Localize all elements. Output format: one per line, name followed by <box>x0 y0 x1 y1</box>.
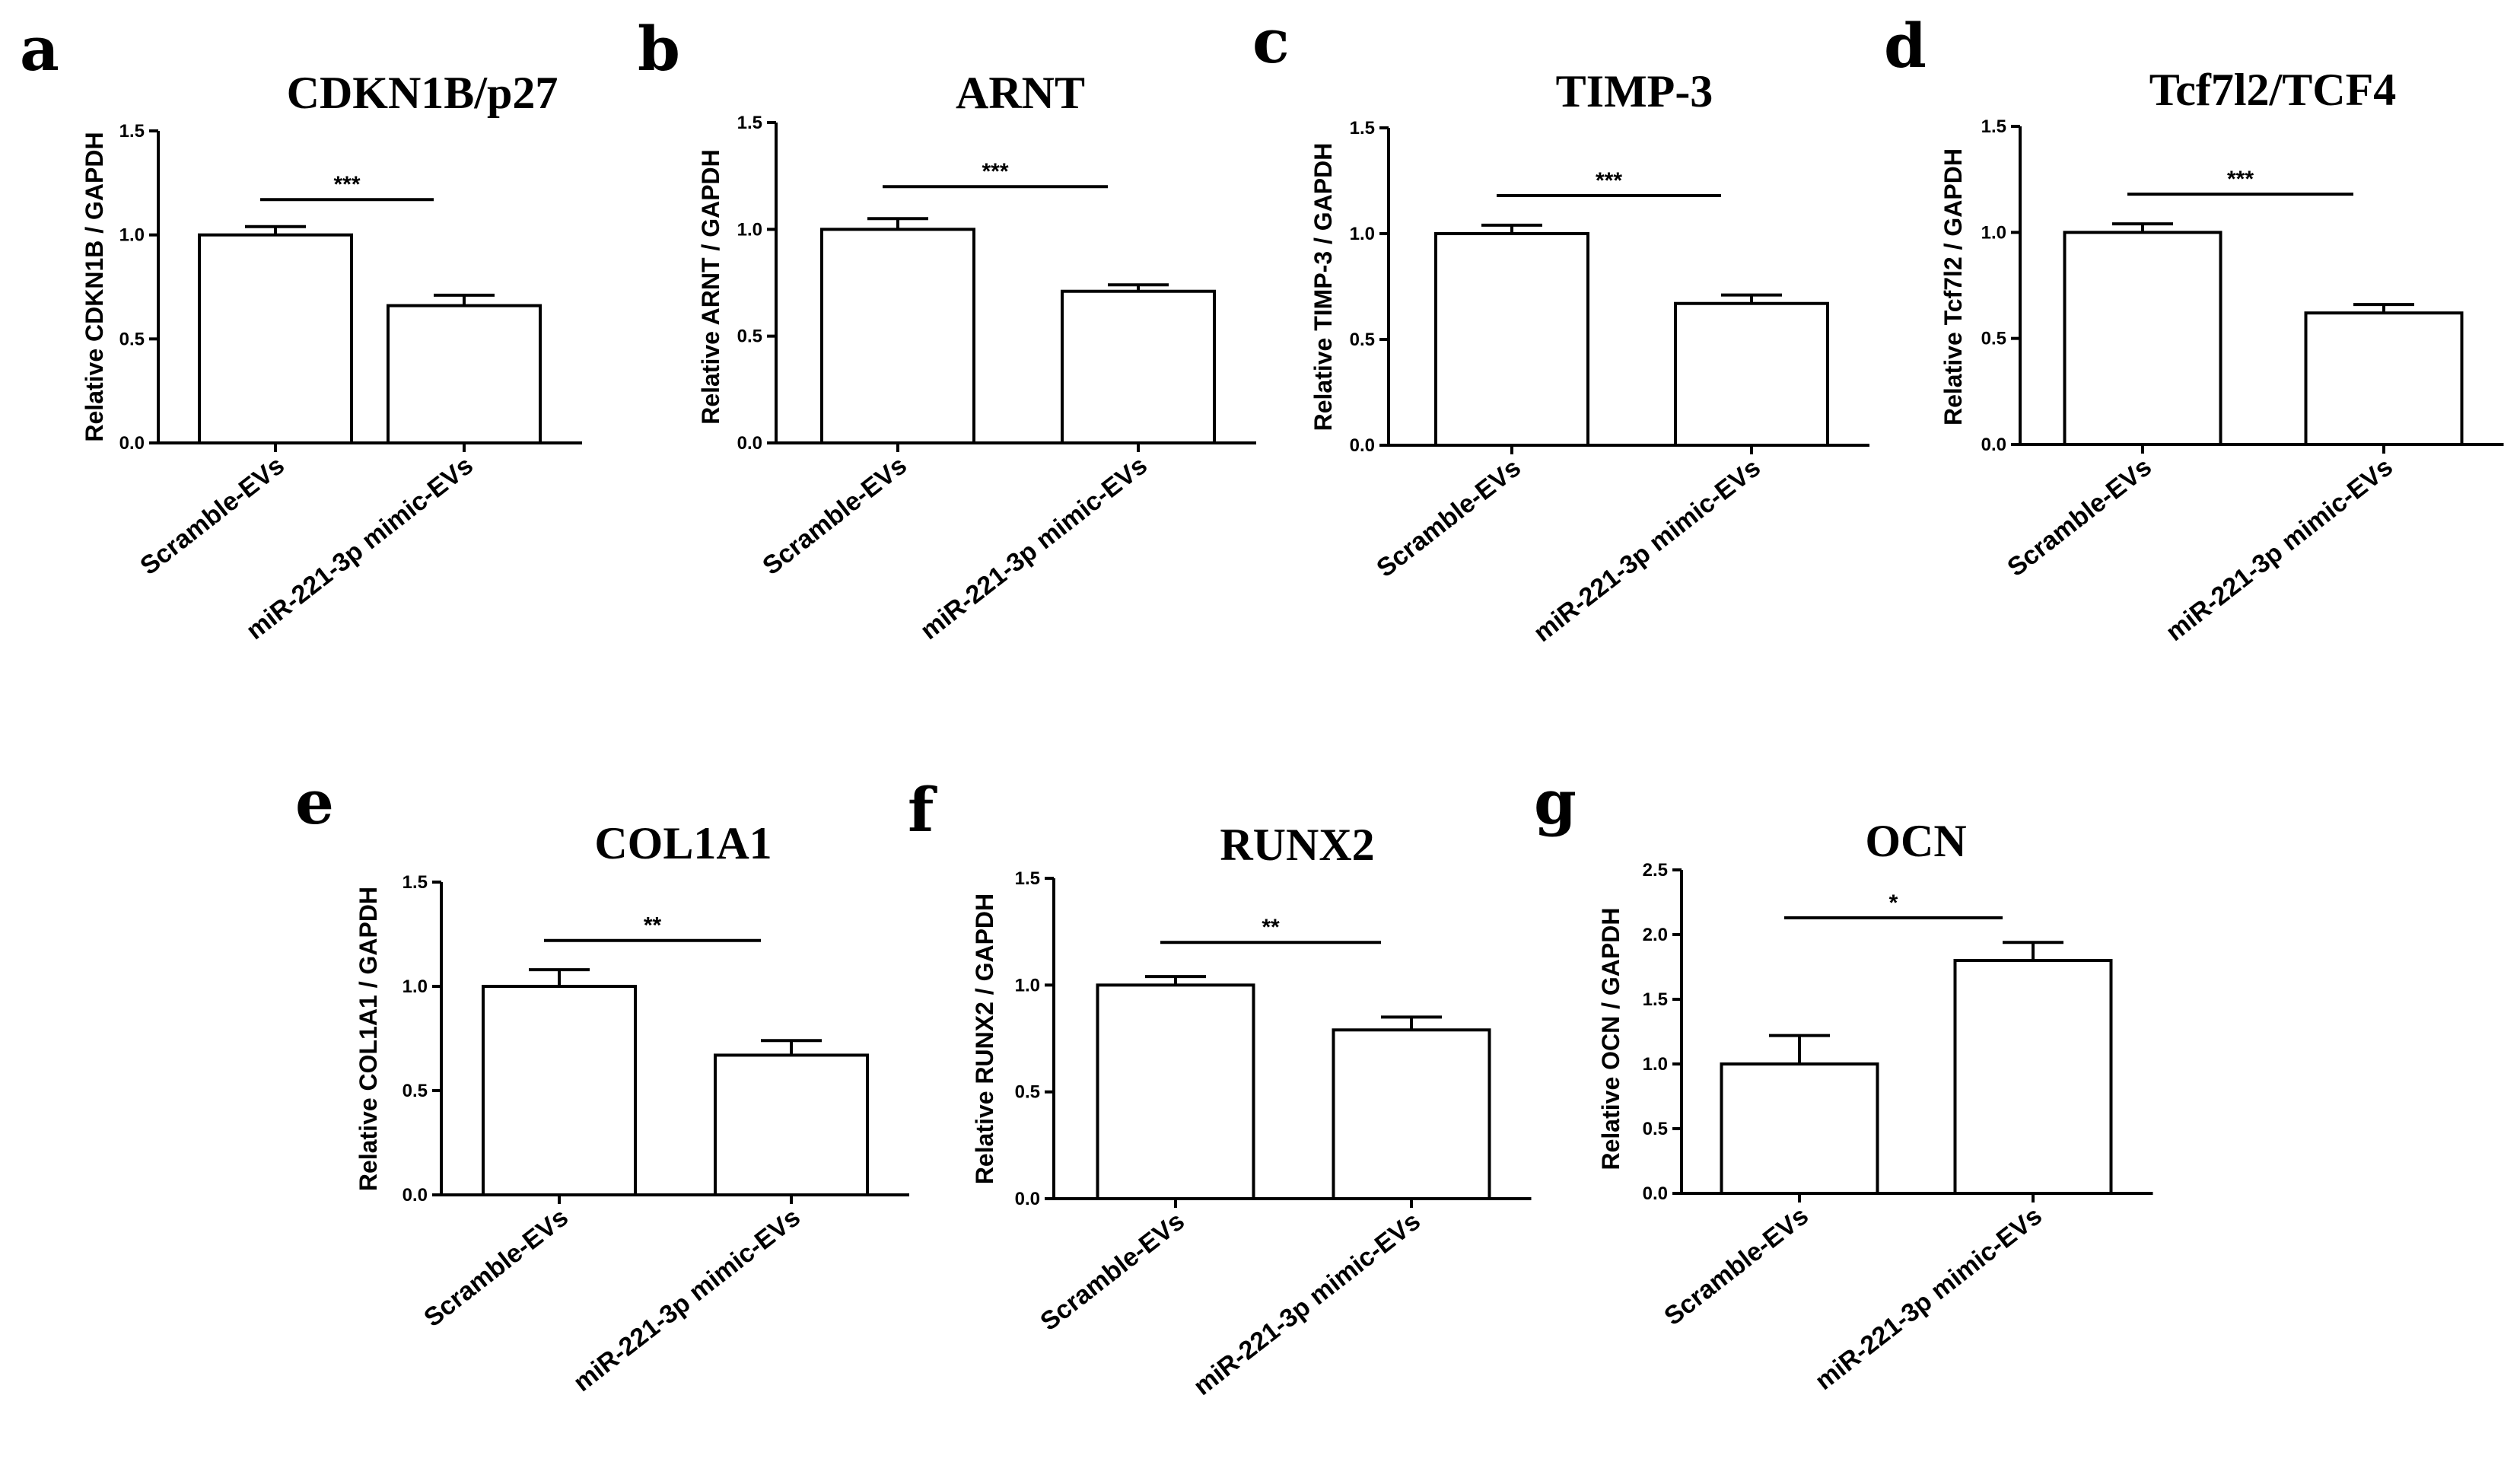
y-axis-label: Relative OCN / GAPDH <box>1597 908 1624 1171</box>
bar-mimic <box>2304 311 2464 446</box>
y-tick-label: 0.5 <box>737 326 762 347</box>
y-tick-label: 1.0 <box>1643 1054 1668 1075</box>
x-tick-label: miR-221-3p mimic-EVs <box>568 1202 806 1397</box>
x-tick-label: miR-221-3p mimic-EVs <box>915 451 1153 645</box>
y-axis-label: Relative RUNX2 / GAPDH <box>971 893 998 1184</box>
x-tick-label: Scramble-EVs <box>1659 1201 1814 1331</box>
y-tick-label: 1.0 <box>119 225 145 246</box>
panel-b: b ARNT Relative ARNT / GAPDH 0.0 0.5 1.0 1.5 Sc… <box>638 13 1256 645</box>
y-tick-label: 1.0 <box>1350 224 1375 244</box>
panel-g: g OCN Relative OCN / GAPDH 0.0 0.5 1.0 1.5 2.0 2… <box>1534 766 2153 1396</box>
bar-scramble <box>198 233 353 444</box>
panel-e: e COL1A1 Relative COL1A1 / GAPDH 0.0 0.5 1.0 1… <box>295 766 909 1397</box>
y-axis-label: Relative CDKN1B / GAPDH <box>81 132 108 441</box>
x-tick-label: Scramble-EVs <box>1035 1206 1190 1336</box>
y-tick-label: 0.0 <box>1350 435 1375 456</box>
y-tick-label: 2.0 <box>1643 925 1668 945</box>
panel-f: f RUNX2 Relative RUNX2 / GAPDH 0.0 0.5 1.0 1.5… <box>908 774 1532 1401</box>
significance-label: *** <box>333 172 360 197</box>
chart-title: RUNX2 <box>1220 820 1374 870</box>
y-tick-label: 0.0 <box>119 433 145 454</box>
bar-mimic <box>714 1053 869 1197</box>
chart-title: COL1A1 <box>594 818 772 868</box>
y-tick-label: 1.0 <box>737 219 762 240</box>
y-axis-label: Relative TIMP-3 / GAPDH <box>1309 143 1337 432</box>
y-tick-label: 0.0 <box>1981 435 2006 455</box>
bar-mimic <box>387 304 542 444</box>
y-tick-label: 0.0 <box>402 1185 428 1206</box>
x-tick-label: Scramble-EVs <box>757 451 912 581</box>
y-tick-label: 0.5 <box>1643 1119 1668 1139</box>
significance-label: *** <box>2227 167 2254 192</box>
chart-title: TIMP-3 <box>1556 66 1713 116</box>
y-tick-label: 2.5 <box>1643 860 1668 881</box>
bar-mimic <box>1061 289 1216 444</box>
bar-mimic <box>1674 301 1829 447</box>
y-tick-label: 1.0 <box>1981 222 2006 243</box>
y-tick-label: 0.0 <box>1015 1189 1040 1209</box>
y-tick-label: 1.5 <box>1015 868 1040 889</box>
bar-scramble <box>1434 232 1589 447</box>
bar-scramble <box>820 228 975 444</box>
x-tick-label: Scramble-EVs <box>2002 452 2157 582</box>
y-tick-label: 1.0 <box>402 976 428 997</box>
chart-title: ARNT <box>956 68 1085 118</box>
significance-label: ** <box>644 913 662 938</box>
y-tick-label: 0.5 <box>402 1081 428 1101</box>
panel-a: a CDKN1B/p27 Relative CDKN1B / GAPDH 0.0 0.5… <box>20 13 582 645</box>
panel-letter: c <box>1252 5 1290 77</box>
y-tick-label: 0.5 <box>1015 1082 1040 1103</box>
bar-scramble <box>482 985 637 1196</box>
y-tick-label: 0.5 <box>1981 329 2006 349</box>
x-tick-label: miR-221-3p mimic-EVs <box>1810 1201 2048 1396</box>
y-tick-label: 1.5 <box>1350 118 1375 139</box>
significance-label: *** <box>1596 168 1622 193</box>
x-tick-label: Scramble-EVs <box>1371 453 1526 583</box>
y-tick-label: 1.5 <box>737 113 762 133</box>
y-tick-label: 1.5 <box>1643 989 1668 1010</box>
bar-scramble <box>2063 231 2222 446</box>
chart-title: CDKN1B/p27 <box>287 68 558 118</box>
panel-c: c TIMP-3 Relative TIMP-3 / GAPDH 0.0 0.5 1.0 1… <box>1252 5 1869 648</box>
y-tick-label: 1.0 <box>1015 975 1040 995</box>
y-tick-label: 1.5 <box>1981 116 2006 137</box>
x-tick-label: miR-221-3p mimic-EVs <box>1529 453 1766 648</box>
y-axis-label: Relative COL1A1 / GAPDH <box>355 887 382 1191</box>
panel-letter: g <box>1534 766 1577 838</box>
y-tick-label: 1.5 <box>119 121 145 142</box>
y-axis-label: Relative Tcf7l2 / GAPDH <box>1939 148 1967 425</box>
panel-letter: d <box>1884 10 1927 81</box>
y-tick-label: 0.0 <box>1643 1183 1668 1204</box>
panel-letter: f <box>908 774 937 846</box>
x-tick-label: miR-221-3p mimic-EVs <box>2161 452 2398 647</box>
y-tick-label: 0.0 <box>737 433 762 454</box>
bar-scramble <box>1720 1062 1879 1195</box>
panel-letter: b <box>638 13 680 84</box>
bar-scramble <box>1096 983 1255 1201</box>
significance-label: * <box>1889 890 1898 916</box>
x-tick-label: Scramble-EVs <box>135 451 290 581</box>
y-axis-label: Relative ARNT / GAPDH <box>697 149 724 425</box>
panel-letter: a <box>20 13 59 84</box>
chart-title: Tcf7l2/TCF4 <box>2149 65 2396 115</box>
x-tick-label: miR-221-3p mimic-EVs <box>1188 1206 1426 1401</box>
significance-label: *** <box>982 159 1008 184</box>
bar-mimic <box>1332 1028 1491 1200</box>
y-tick-label: 0.5 <box>1350 330 1375 350</box>
y-tick-label: 0.5 <box>119 329 145 349</box>
x-tick-label: Scramble-EVs <box>418 1202 574 1333</box>
y-tick-label: 1.5 <box>402 872 428 893</box>
panel-letter: e <box>295 766 334 838</box>
significance-label: ** <box>1262 915 1280 940</box>
chart-title: OCN <box>1865 816 1966 866</box>
bar-mimic <box>1953 959 2113 1195</box>
panel-d: d Tcf7l2/TCF4 Relative Tcf7l2 / GAPDH 0.0 0.… <box>1884 10 2504 647</box>
